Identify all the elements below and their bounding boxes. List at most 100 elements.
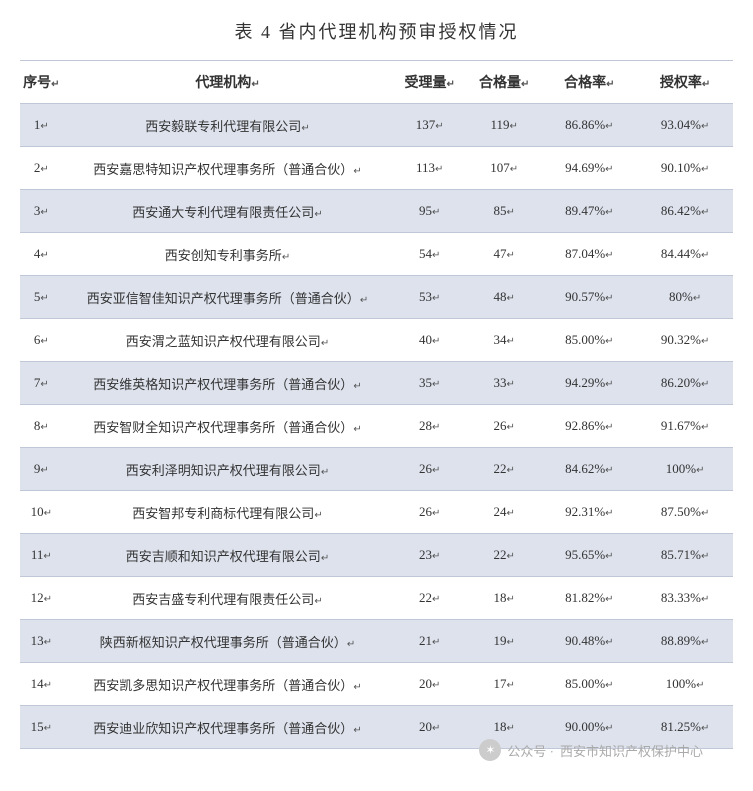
cell-marker-icon: ↵ <box>701 594 709 605</box>
cell-marker-icon: ↵ <box>506 207 514 218</box>
cell-value: 90.00% <box>565 719 605 734</box>
table-container: 表 4 省内代理机构预审授权情况 序号↵ 代理机构↵ 受理量↵ 合格量↵ 合格率… <box>0 0 753 779</box>
cell-value: 14 <box>31 676 44 691</box>
cell-marker-icon: ↵ <box>44 508 52 519</box>
cell-agency: 陕西新枢知识产权代理事务所（普通合伙）↵ <box>63 620 393 663</box>
cell-value: 90.57% <box>565 289 605 304</box>
cell-passrate: 85.00%↵ <box>541 319 637 362</box>
cell-value: 91.67% <box>661 418 701 433</box>
cell-authrate: 91.67%↵ <box>637 405 733 448</box>
cell-agency: 西安凯多思知识产权代理事务所（普通合伙）↵ <box>63 663 393 706</box>
cell-seq: 8↵ <box>20 405 63 448</box>
cell-agency: 西安维英格知识产权代理事务所（普通合伙）↵ <box>63 362 393 405</box>
cell-authrate: 100%↵ <box>637 448 733 491</box>
cell-seq: 4↵ <box>20 233 63 276</box>
cell-marker-icon: ↵ <box>605 250 613 261</box>
cell-marker-icon: ↵ <box>605 121 613 132</box>
cell-marker-icon: ↵ <box>506 465 514 476</box>
cell-marker-icon: ↵ <box>506 680 514 691</box>
cell-marker-icon: ↵ <box>696 465 704 476</box>
cell-marker-icon: ↵ <box>40 250 48 261</box>
col-pass-label: 合格量 <box>479 76 521 91</box>
cell-value: 89.47% <box>565 203 605 218</box>
cell-pass: 24↵ <box>467 491 541 534</box>
watermark: ✶ 公众号 · 西安市知识产权保护中心 <box>479 739 703 761</box>
cell-marker-icon: ↵ <box>40 379 48 390</box>
cell-value: 西安智财全知识产权代理事务所（普通合伙） <box>93 420 353 435</box>
cell-passrate: 94.69%↵ <box>541 147 637 190</box>
cell-marker-icon: ↵ <box>353 381 361 392</box>
cell-passrate: 81.82%↵ <box>541 577 637 620</box>
cell-value: 90.48% <box>565 633 605 648</box>
cell-value: 西安亚信智佳知识产权代理事务所（普通合伙） <box>87 291 360 306</box>
table-title: 表 4 省内代理机构预审授权情况 <box>20 10 733 60</box>
cell-value: 26 <box>493 418 506 433</box>
cell-value: 48 <box>493 289 506 304</box>
cell-accept: 21↵ <box>392 620 466 663</box>
table-row: 7↵西安维英格知识产权代理事务所（普通合伙）↵35↵33↵94.29%↵86.2… <box>20 362 733 405</box>
cell-value: 84.44% <box>661 246 701 261</box>
cell-value: 西安利泽明知识产权代理有限公司 <box>126 463 321 478</box>
cell-accept: 113↵ <box>392 147 466 190</box>
cell-value: 22 <box>493 547 506 562</box>
cell-marker-icon: ↵ <box>432 422 440 433</box>
cell-seq: 1↵ <box>20 104 63 147</box>
cell-marker-icon: ↵ <box>353 166 361 177</box>
cell-value: 11 <box>31 547 44 562</box>
cell-value: 53 <box>419 289 432 304</box>
cell-marker-icon: ↵ <box>40 336 48 347</box>
cell-pass: 48↵ <box>467 276 541 319</box>
cell-marker-icon: ↵ <box>314 596 322 607</box>
cell-marker-icon: ↵ <box>251 79 259 90</box>
cell-value: 西安渭之蓝知识产权代理有限公司 <box>126 334 321 349</box>
cell-marker-icon: ↵ <box>696 680 704 691</box>
cell-marker-icon: ↵ <box>432 293 440 304</box>
cell-value: 西安嘉思特知识产权代理事务所（普通合伙） <box>93 162 353 177</box>
cell-marker-icon: ↵ <box>701 551 709 562</box>
cell-value: 18 <box>493 590 506 605</box>
cell-agency: 西安吉顺和知识产权代理有限公司↵ <box>63 534 393 577</box>
cell-agency: 西安创知专利事务所↵ <box>63 233 393 276</box>
cell-marker-icon: ↵ <box>701 422 709 433</box>
cell-value: 34 <box>493 332 506 347</box>
col-accept-label: 受理量 <box>405 76 447 91</box>
cell-accept: 20↵ <box>392 706 466 749</box>
cell-accept: 40↵ <box>392 319 466 362</box>
cell-agency: 西安智财全知识产权代理事务所（普通合伙）↵ <box>63 405 393 448</box>
cell-value: 22 <box>419 590 432 605</box>
cell-passrate: 89.47%↵ <box>541 190 637 233</box>
cell-value: 西安维英格知识产权代理事务所（普通合伙） <box>93 377 353 392</box>
cell-marker-icon: ↵ <box>605 637 613 648</box>
col-authrate-label: 授权率 <box>660 76 702 91</box>
cell-value: 80% <box>669 289 693 304</box>
cell-value: 92.31% <box>565 504 605 519</box>
cell-marker-icon: ↵ <box>701 379 709 390</box>
cell-marker-icon: ↵ <box>435 121 443 132</box>
cell-value: 10 <box>31 504 44 519</box>
cell-marker-icon: ↵ <box>44 723 52 734</box>
table-row: 1↵西安毅联专利代理有限公司↵137↵119↵86.86%↵93.04%↵ <box>20 104 733 147</box>
cell-authrate: 87.50%↵ <box>637 491 733 534</box>
cell-seq: 15↵ <box>20 706 63 749</box>
cell-passrate: 90.57%↵ <box>541 276 637 319</box>
cell-authrate: 84.44%↵ <box>637 233 733 276</box>
cell-value: 81.25% <box>661 719 701 734</box>
cell-pass: 22↵ <box>467 448 541 491</box>
cell-value: 西安通大专利代理有限责任公司 <box>132 205 314 220</box>
cell-marker-icon: ↵ <box>432 551 440 562</box>
cell-marker-icon: ↵ <box>506 422 514 433</box>
col-seq-label: 序号 <box>23 76 51 91</box>
cell-value: 12 <box>31 590 44 605</box>
cell-value: 85 <box>493 203 506 218</box>
cell-value: 20 <box>419 719 432 734</box>
cell-seq: 10↵ <box>20 491 63 534</box>
col-authrate-header: 授权率↵ <box>637 61 733 104</box>
cell-value: 107 <box>490 160 510 175</box>
cell-value: 26 <box>419 461 432 476</box>
cell-marker-icon: ↵ <box>347 639 355 650</box>
cell-marker-icon: ↵ <box>701 336 709 347</box>
cell-marker-icon: ↵ <box>435 164 443 175</box>
header-row: 序号↵ 代理机构↵ 受理量↵ 合格量↵ 合格率↵ 授权率↵ <box>20 61 733 104</box>
cell-marker-icon: ↵ <box>506 551 514 562</box>
cell-passrate: 85.00%↵ <box>541 663 637 706</box>
